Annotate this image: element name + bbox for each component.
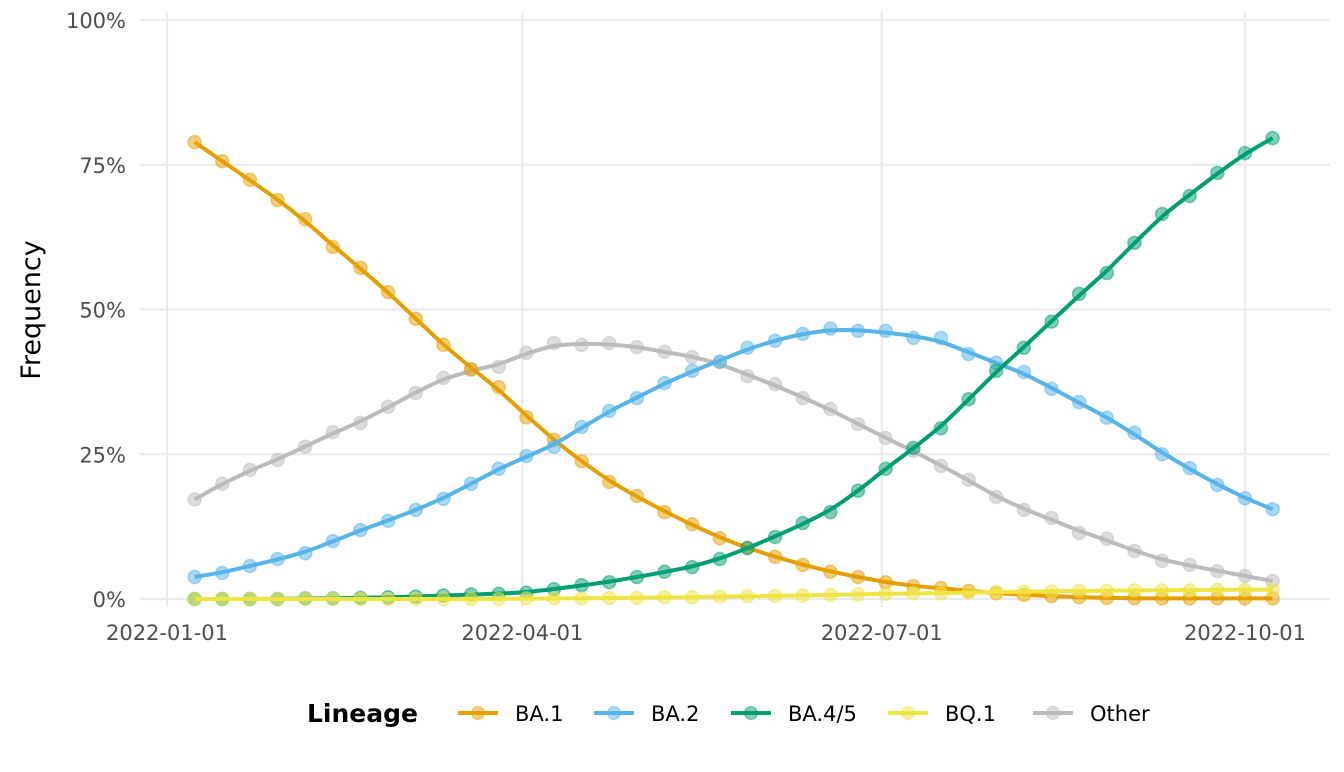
legend-key-point	[901, 706, 915, 720]
legend-item: BA.4/5	[731, 702, 857, 726]
legend-label: Other	[1090, 702, 1150, 726]
x-tick-label: 2022-01-01	[106, 621, 228, 645]
legend-key-point	[607, 706, 621, 720]
legend: Lineage BA.1 BA.2 BA.4/5 BQ.1 Other	[307, 699, 1150, 728]
fit-line	[193, 341, 1274, 584]
axes: 0% 25% 50% 75% 100% 2022-01-01 2022-04-01 2022-…	[66, 9, 1306, 645]
legend-label: BQ.1	[945, 702, 996, 726]
series-other	[187, 335, 1280, 589]
legend-label: BA.1	[515, 702, 563, 726]
fit-line	[193, 140, 1273, 601]
y-axis-label: Frequency	[16, 240, 47, 380]
grid	[140, 12, 1330, 607]
series-bq1	[187, 582, 1280, 607]
legend-item: BQ.1	[888, 702, 996, 726]
legend-item: BA.1	[458, 702, 563, 726]
y-tick-label: 25%	[79, 443, 126, 467]
legend-key-point	[744, 706, 758, 720]
legend-key-point	[1046, 706, 1060, 720]
x-tick-label: 2022-07-01	[821, 621, 943, 645]
series-layer	[187, 130, 1280, 607]
x-tick-label: 2022-10-01	[1184, 621, 1306, 645]
legend-item: BA.2	[594, 702, 699, 726]
series-ba1	[187, 134, 1280, 606]
y-tick-label: 75%	[79, 154, 126, 178]
fit-line	[194, 587, 1273, 602]
y-tick-label: 0%	[93, 588, 126, 612]
y-tick-label: 50%	[79, 299, 126, 323]
y-tick-label: 100%	[66, 9, 126, 33]
legend-label: BA.4/5	[788, 702, 857, 726]
fit-line	[194, 328, 1274, 579]
legend-key-point	[471, 706, 485, 720]
x-tick-label: 2022-04-01	[461, 621, 583, 645]
legend-item: Other	[1033, 702, 1150, 726]
legend-label: BA.2	[651, 702, 699, 726]
series-ba2	[187, 321, 1280, 585]
legend-title: Lineage	[307, 699, 418, 728]
